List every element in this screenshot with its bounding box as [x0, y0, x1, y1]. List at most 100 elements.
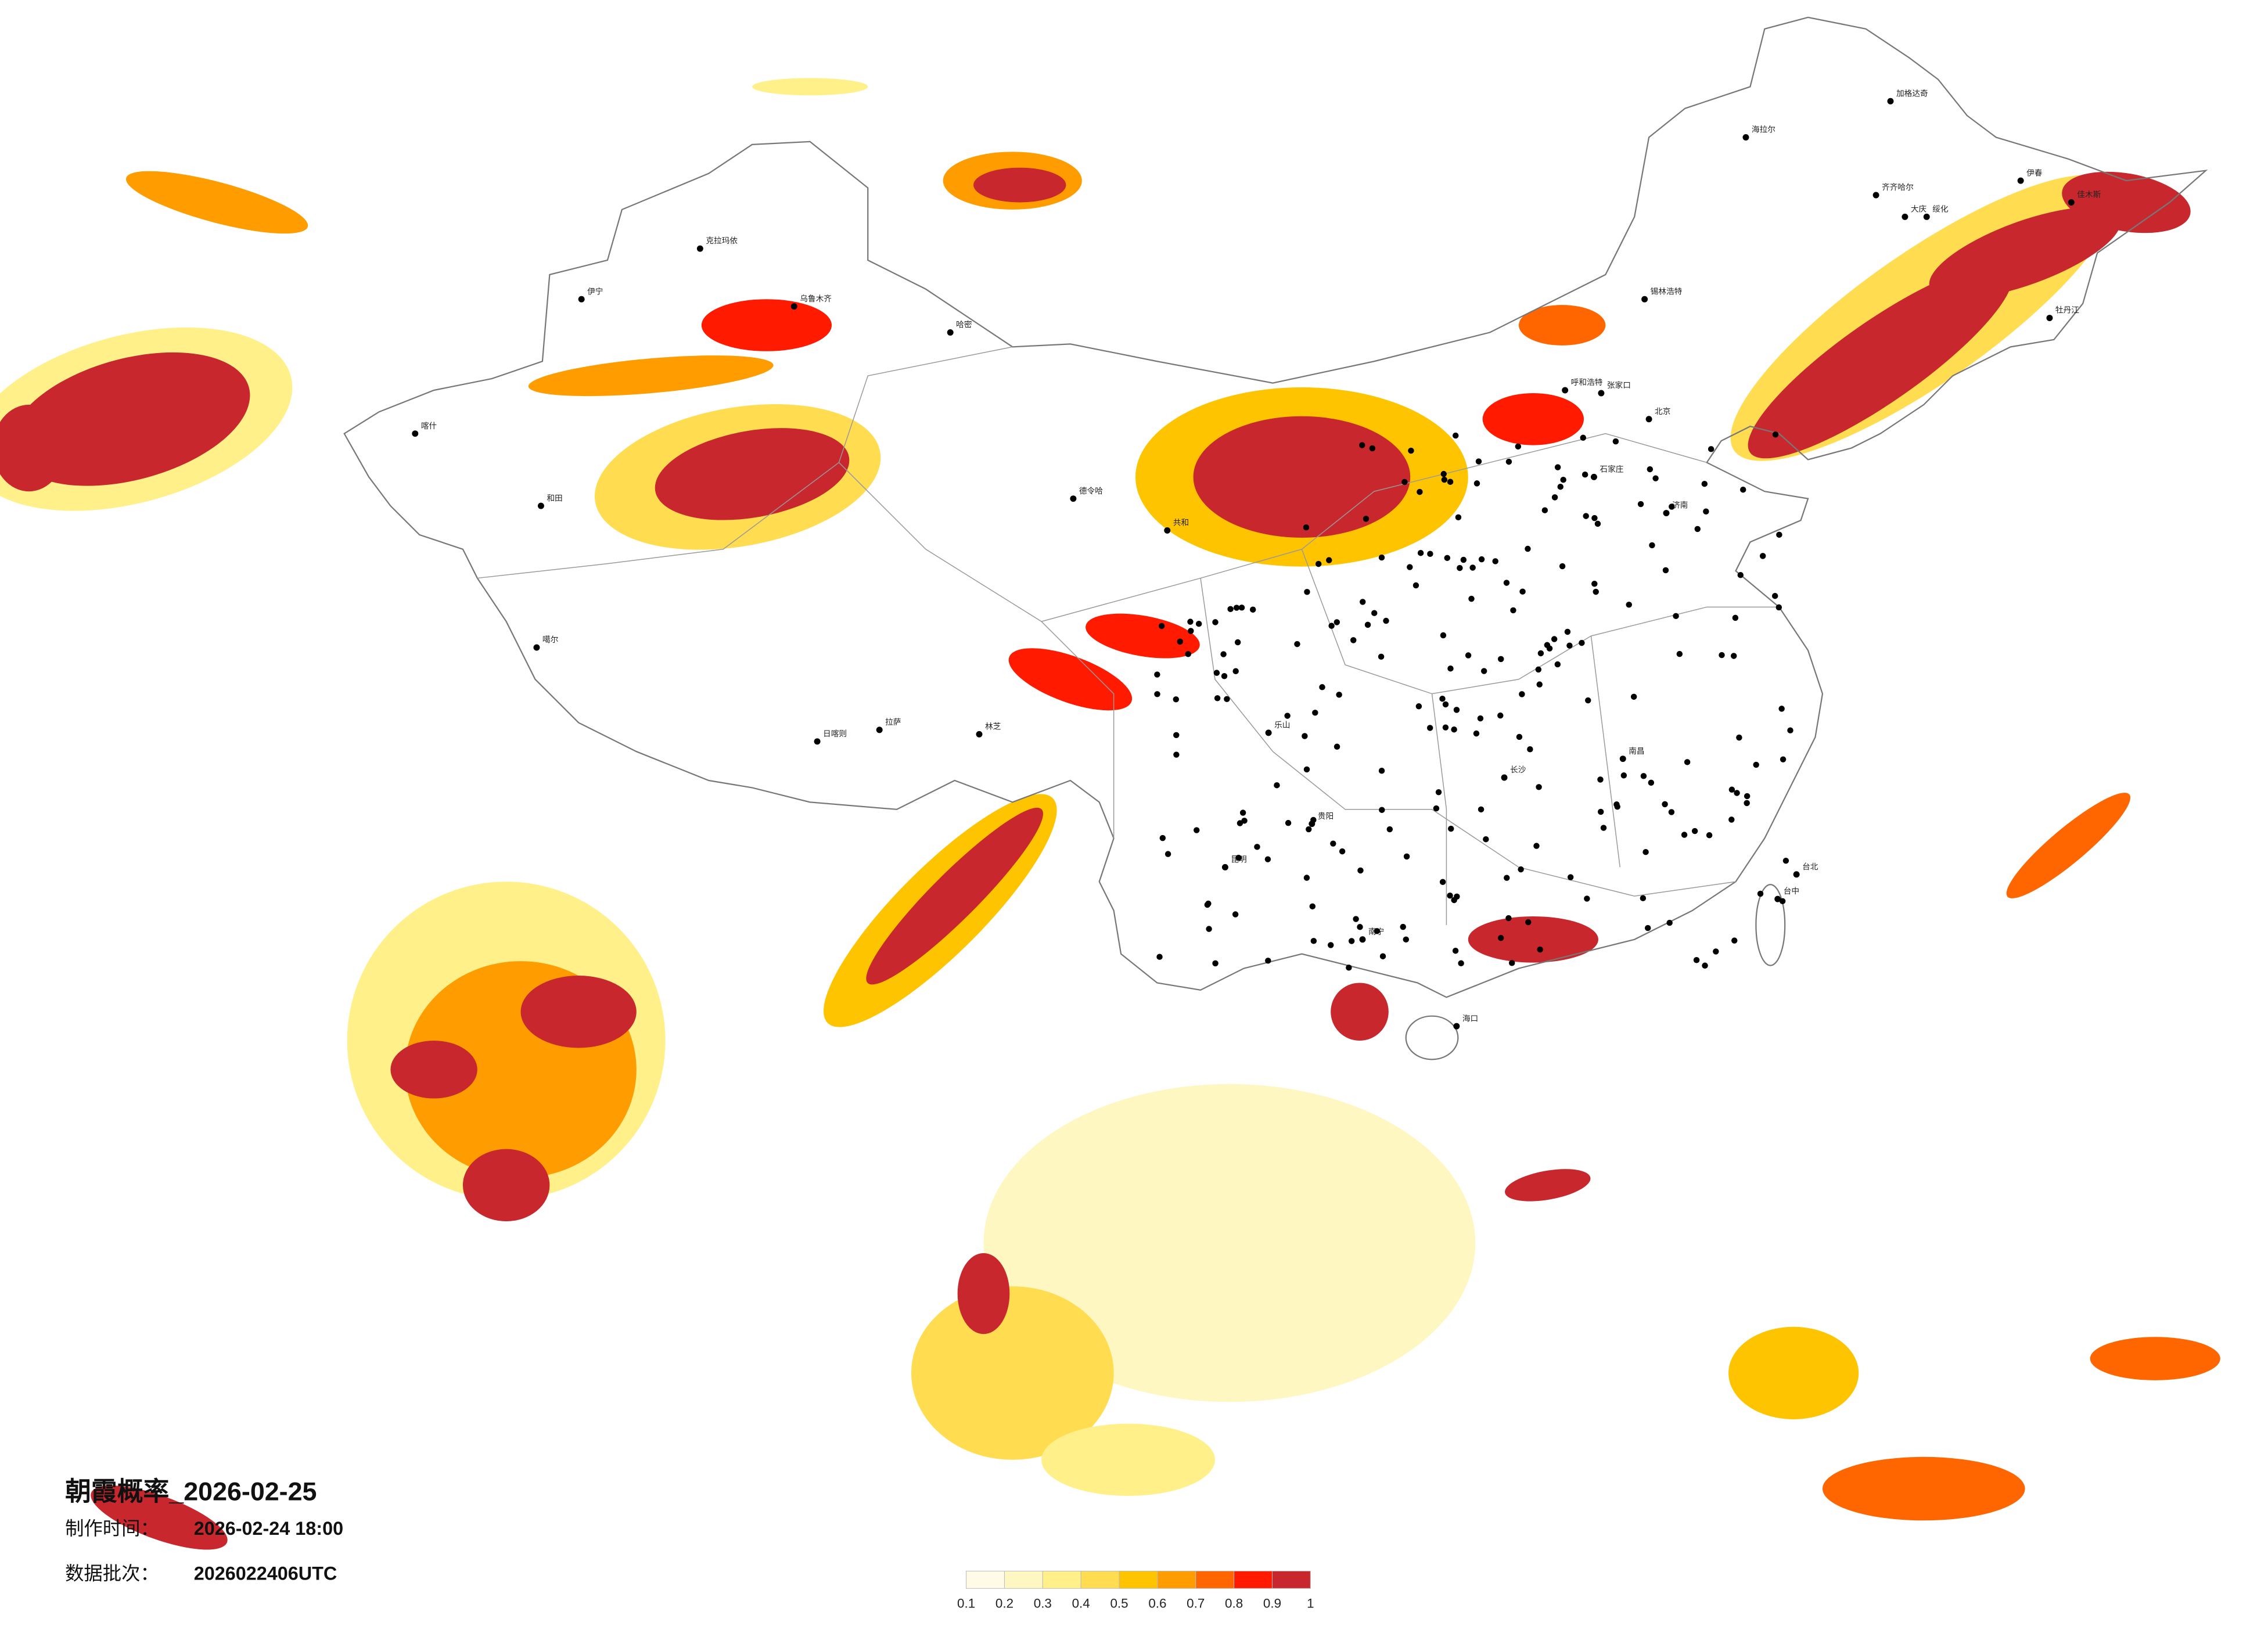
city-dot [1562, 387, 1569, 394]
city-label: 贵阳 [1318, 812, 1334, 821]
city-label: 林芝 [985, 722, 1001, 731]
station-dot [1164, 851, 1171, 857]
city-label: 济南 [1672, 501, 1688, 510]
probability-area [1518, 305, 1606, 346]
station-dot [1778, 706, 1785, 712]
station-dot [1775, 604, 1782, 611]
city-label: 大庆 [1911, 205, 1927, 214]
station-dot [1173, 696, 1180, 703]
probability-area [0, 404, 66, 492]
station-dot [1772, 431, 1779, 438]
station-dot [1706, 832, 1713, 839]
station-dot [1232, 668, 1239, 674]
legend-tick-label: 0.3 [1034, 1596, 1052, 1611]
station-dot [1465, 652, 1472, 659]
city-dot [1645, 416, 1652, 423]
station-dot [1265, 958, 1271, 964]
probability-area [752, 78, 868, 96]
station-dot [1214, 695, 1221, 702]
station-dot [1303, 766, 1310, 773]
probability-area [528, 355, 774, 397]
station-dot [1497, 934, 1504, 941]
station-dot [1452, 432, 1459, 439]
station-dot [1328, 623, 1335, 629]
station-dot [1613, 801, 1620, 808]
probability-area [1505, 1169, 1591, 1201]
legend-swatch [1080, 1570, 1120, 1589]
station-dot [1312, 710, 1318, 716]
probability-area [655, 428, 850, 520]
station-dot [1239, 810, 1246, 816]
city-label: 台中 [1784, 887, 1799, 895]
legend-tick-label: 1 [1307, 1596, 1314, 1611]
station-dot [1330, 840, 1336, 847]
station-dot [1379, 953, 1386, 959]
station-dot [1702, 962, 1708, 969]
station-dot [1241, 818, 1248, 824]
legend-tick-label: 0.6 [1148, 1596, 1166, 1611]
city-dot [1663, 510, 1670, 517]
legend: 0.1 0.2 0.3 0.4 0.5 0.6 0.7 0.8 0.9 1 [957, 1570, 1314, 1611]
station-dot [1339, 848, 1346, 855]
city-label: 乌鲁木齐 [800, 294, 832, 303]
station-dot [1458, 960, 1464, 967]
station-dot [1527, 746, 1533, 753]
station-dot [1447, 479, 1454, 485]
station-dot [1648, 779, 1655, 786]
city-dot [537, 502, 544, 509]
station-dot [1400, 923, 1406, 930]
station-dot [1359, 442, 1365, 448]
station-dot [1600, 825, 1607, 831]
station-dot [1497, 712, 1504, 719]
station-dot [1306, 826, 1312, 833]
station-dot [1515, 443, 1522, 450]
station-dot [1238, 605, 1245, 611]
station-dot [1415, 703, 1422, 710]
legend-tick-label: 0.9 [1263, 1596, 1281, 1611]
probability-area [2006, 793, 2130, 898]
station-dot [1156, 954, 1163, 960]
station-dot [1737, 571, 1744, 578]
station-dot [1442, 724, 1449, 731]
station-dot [1188, 628, 1194, 634]
station-dot [1350, 637, 1357, 643]
probability-field [0, 78, 2220, 1550]
batch-label: 数据批次： [65, 1563, 159, 1584]
station-dot [1285, 819, 1292, 826]
city-label: 齐齐哈尔 [1882, 183, 1914, 192]
city-dot [533, 644, 540, 651]
station-dot [1386, 826, 1393, 833]
station-dot [1551, 494, 1558, 501]
station-dot [1319, 684, 1325, 690]
station-dot [1310, 816, 1317, 823]
city-label: 绥化 [1932, 205, 1949, 214]
station-dot [1452, 947, 1459, 954]
city-dot [1453, 1023, 1460, 1030]
legend-swatch [1195, 1570, 1235, 1589]
probability-area [390, 1041, 477, 1099]
probability-area [91, 1485, 228, 1550]
legend-tick-label: 0.5 [1110, 1596, 1128, 1611]
hainan-island [1405, 1015, 1459, 1060]
station-dot [1264, 856, 1271, 862]
station-dot [1519, 691, 1525, 697]
probability-area [1331, 983, 1389, 1041]
city-label: 克拉玛依 [706, 236, 738, 245]
station-dot [1719, 652, 1725, 659]
city-dot [1774, 895, 1781, 902]
probability-area [1728, 1326, 1859, 1420]
station-dot [1185, 651, 1191, 657]
station-dot [1666, 919, 1673, 926]
station-dot [1224, 696, 1230, 703]
station-dot [1780, 756, 1787, 762]
probability-area [2062, 171, 2191, 233]
station-dot [1426, 725, 1433, 731]
station-dot [1497, 656, 1504, 663]
station-dot [1371, 610, 1378, 616]
city-label: 台北 [1802, 862, 1818, 871]
station-dot [1442, 701, 1449, 708]
station-dot [1158, 623, 1165, 629]
station-dot [1478, 806, 1485, 813]
